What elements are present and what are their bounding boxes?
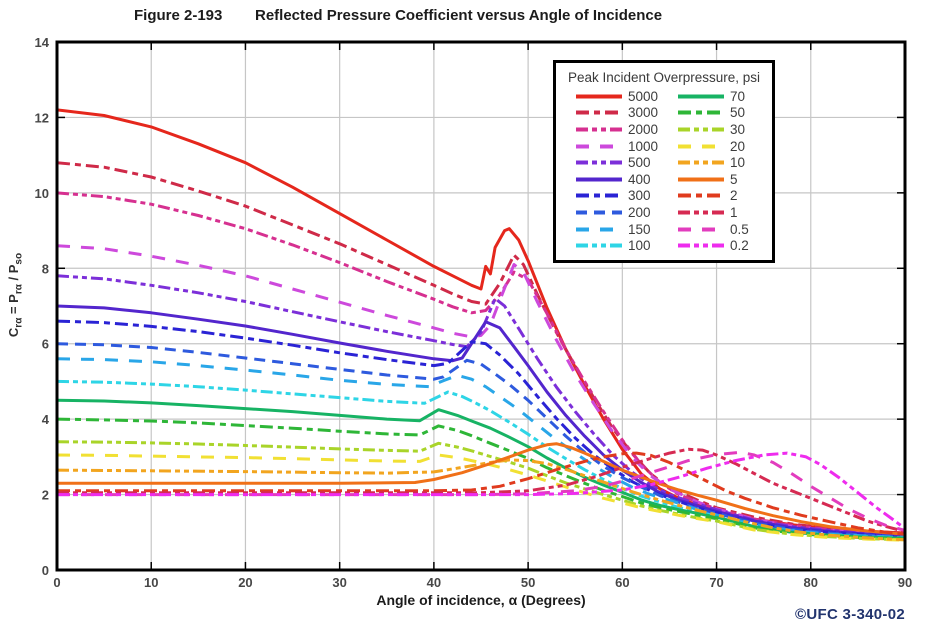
x-tick-label: 60 — [615, 575, 629, 590]
y-axis-title-part: C — [6, 327, 21, 338]
legend-entry-label-20: 20 — [730, 138, 746, 154]
legend-entry-label-300: 300 — [628, 188, 651, 204]
legend-entry-label-2000: 2000 — [628, 121, 659, 137]
curve-10 — [57, 458, 905, 542]
legend-line-sample-3000 — [574, 105, 624, 122]
curve-300 — [57, 319, 905, 539]
legend-entry-label-1000: 1000 — [628, 138, 659, 154]
plot-border — [55, 40, 907, 572]
legend-line-sample-2 — [676, 188, 726, 205]
legend-line-sample-50 — [676, 105, 726, 122]
x-tick-label: 70 — [709, 575, 723, 590]
x-tick-label: 10 — [144, 575, 158, 590]
y-tick-label: 8 — [42, 261, 49, 276]
legend-line-sample-150 — [574, 221, 624, 238]
figure-label: Figure 2-193 — [134, 7, 223, 24]
y-axis-title-part: = P — [6, 294, 21, 318]
y-axis-title-part: rα — [13, 317, 25, 328]
curve-70 — [57, 398, 905, 540]
curve-2 — [57, 451, 905, 536]
curves — [57, 108, 905, 542]
curve-30 — [57, 440, 905, 542]
legend-entry-label-70: 70 — [730, 88, 746, 104]
legend-entry-label-150: 150 — [628, 221, 651, 237]
curve-500 — [57, 274, 905, 537]
y-axis-title-part: rα — [13, 284, 25, 295]
x-tick-label: 40 — [427, 575, 441, 590]
legend-entry-label-2: 2 — [730, 188, 738, 204]
y-tick-label: 4 — [42, 412, 50, 427]
legend-entry-label-0.5: 0.5 — [730, 221, 749, 237]
y-axis-title-part: / P — [6, 264, 21, 285]
legend-entry-label-5: 5 — [730, 171, 738, 187]
x-tick-label: 20 — [238, 575, 252, 590]
curve-20 — [57, 453, 905, 542]
y-tick-label: 10 — [35, 186, 49, 201]
legend-line-sample-2000 — [574, 121, 624, 138]
legend-entry-label-500: 500 — [628, 155, 651, 171]
y-tick-label: 0 — [42, 563, 49, 578]
legend-line-sample-1000 — [574, 138, 624, 155]
curve-1 — [57, 447, 905, 533]
legend-entry-label-1: 1 — [730, 204, 738, 220]
x-tick-label: 90 — [898, 575, 912, 590]
legend-entries: 5000 70 3000 50 2000 30 1000 20 500 10 400 5 300 2 200… — [561, 88, 767, 254]
legend-entry-label-10: 10 — [730, 155, 746, 171]
legend-line-sample-70 — [676, 88, 726, 105]
y-axis-title-part: so — [13, 252, 25, 265]
x-tick-label: 30 — [332, 575, 346, 590]
curve-0.2 — [57, 451, 905, 530]
page-title: Reflected Pressure Coefficient versus An… — [255, 7, 663, 24]
curve-400 — [57, 304, 905, 538]
legend-line-sample-5 — [676, 171, 726, 188]
y-tick-label: 2 — [42, 488, 49, 503]
legend-entry-label-200: 200 — [628, 204, 651, 220]
figure-caption: Figure 2-193 Reflected Pressure Coeffici… — [0, 7, 926, 27]
x-tick-label: 0 — [53, 575, 60, 590]
legend-line-sample-400 — [574, 171, 624, 188]
legend-line-sample-500 — [574, 154, 624, 171]
y-axis-title: Crα = Prα / Pso — [6, 195, 25, 395]
legend-entry-label-30: 30 — [730, 121, 746, 137]
x-tick-label: 50 — [521, 575, 535, 590]
legend-line-sample-30 — [676, 121, 726, 138]
legend-entry-label-3000: 3000 — [628, 105, 659, 121]
x-tick-label: 80 — [804, 575, 818, 590]
legend-title: Peak Incident Overpressure, psi — [567, 70, 761, 85]
legend-entry-label-50: 50 — [730, 105, 746, 121]
legend-line-sample-300 — [574, 188, 624, 205]
legend-entry-label-400: 400 — [628, 171, 651, 187]
y-tick-label: 14 — [35, 35, 50, 50]
y-tick-label: 12 — [35, 110, 49, 125]
legend-line-sample-5000 — [574, 88, 624, 105]
x-axis-title: Angle of incidence, α (Degrees) — [376, 592, 586, 608]
legend-line-sample-0.2 — [676, 237, 726, 254]
legend-line-sample-0.5 — [676, 221, 726, 238]
legend-entry-label-100: 100 — [628, 238, 651, 254]
legend-entry-label-0.2: 0.2 — [730, 238, 749, 254]
legend: Peak Incident Overpressure, psi 5000 70 30… — [553, 60, 775, 263]
credit-text: ©UFC 3-340-02 — [795, 606, 905, 623]
legend-line-sample-100 — [574, 237, 624, 254]
curve-5 — [57, 442, 905, 536]
legend-line-sample-200 — [574, 204, 624, 221]
curve-5000 — [57, 108, 905, 535]
y-tick-label: 6 — [42, 337, 49, 352]
legend-line-sample-1 — [676, 204, 726, 221]
legend-line-sample-10 — [676, 154, 726, 171]
legend-entry-label-5000: 5000 — [628, 88, 659, 104]
legend-line-sample-20 — [676, 138, 726, 155]
curve-3000 — [57, 161, 905, 535]
